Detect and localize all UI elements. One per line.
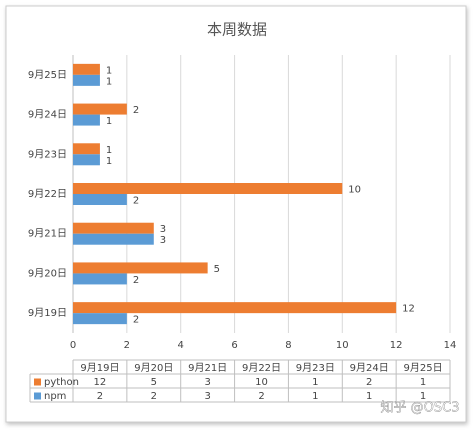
table-header: 9月25日	[404, 362, 443, 374]
table-header: 9月23日	[296, 362, 335, 374]
table-header: 9月20日	[134, 362, 173, 374]
bar	[73, 262, 208, 274]
x-tick-label: 8	[285, 340, 291, 351]
bar	[73, 233, 154, 245]
data-label: 1	[106, 65, 112, 76]
data-label: 1	[106, 76, 112, 87]
bar	[73, 114, 100, 126]
table-header: 9月22日	[242, 362, 281, 374]
y-tick-label: 9月19日	[28, 307, 67, 319]
bar	[73, 103, 127, 115]
table-cell: 3	[204, 377, 210, 388]
data-label: 2	[133, 275, 139, 286]
data-label: 10	[348, 185, 361, 196]
table-cell: 1	[312, 391, 318, 402]
bar	[73, 302, 397, 314]
y-tick-label: 9月25日	[28, 69, 67, 81]
table-cell: 12	[94, 377, 107, 388]
table-header: 9月21日	[188, 362, 227, 374]
table-cell: 1	[420, 377, 426, 388]
legend-label: npm	[44, 391, 66, 402]
x-tick-label: 6	[231, 340, 237, 351]
y-tick-label: 9月21日	[28, 228, 67, 240]
table-cell: 1	[312, 377, 318, 388]
x-tick-label: 2	[124, 340, 130, 351]
chart-title: 本周数据	[207, 21, 267, 39]
legend-swatch	[34, 378, 41, 386]
y-tick-label: 9月20日	[28, 267, 67, 279]
bar	[73, 183, 343, 194]
table-cell: 2	[258, 391, 264, 402]
legend-swatch	[34, 392, 41, 400]
bar	[73, 143, 100, 155]
y-tick-label: 9月24日	[28, 109, 67, 121]
table-cell: 2	[97, 391, 103, 402]
table-cell: 5	[151, 377, 157, 388]
x-tick-label: 12	[390, 340, 403, 351]
table-header: 9月24日	[350, 362, 389, 374]
table-cell: 1	[366, 391, 372, 402]
bar	[73, 74, 100, 86]
bar	[73, 222, 154, 234]
data-label: 2	[133, 105, 139, 116]
table-cell: 2	[151, 391, 157, 402]
data-label: 1	[106, 156, 112, 167]
table-cell: 1	[420, 391, 426, 402]
x-tick-label: 0	[70, 340, 76, 351]
bar	[73, 273, 127, 285]
x-tick-label: 14	[444, 340, 457, 351]
watermark: 知乎 @OSC3	[381, 400, 460, 416]
x-tick-label: 4	[178, 340, 184, 351]
legend-label: python	[44, 377, 79, 388]
x-tick-label: 10	[336, 340, 349, 351]
table-cell: 2	[366, 377, 372, 388]
bar	[73, 63, 100, 75]
data-label: 1	[106, 116, 112, 127]
bar	[73, 194, 127, 205]
table-cell: 3	[204, 391, 210, 402]
data-label: 3	[160, 224, 166, 235]
data-label: 12	[402, 304, 415, 315]
data-label: 2	[133, 196, 139, 207]
data-label: 3	[160, 235, 166, 246]
y-tick-label: 9月23日	[28, 148, 67, 160]
y-tick-label: 9月22日	[28, 188, 67, 200]
bar	[73, 154, 100, 166]
data-label: 1	[106, 145, 112, 156]
bar	[73, 313, 127, 325]
table-header: 9月19日	[80, 362, 119, 374]
data-label: 5	[214, 264, 220, 275]
data-label: 2	[133, 315, 139, 326]
table-cell: 10	[255, 377, 268, 388]
